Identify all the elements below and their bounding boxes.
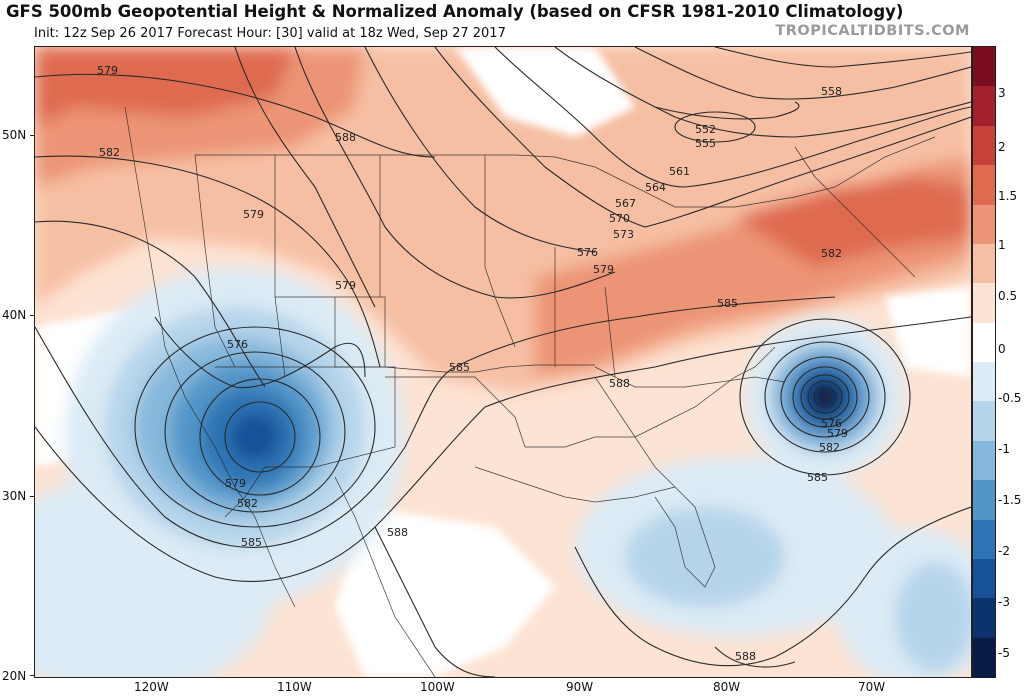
political-boundaries bbox=[124, 106, 936, 677]
contour-label: 579 bbox=[827, 427, 848, 440]
colorbar-segment bbox=[973, 401, 995, 442]
contour-label: 558 bbox=[821, 85, 842, 98]
contour-label: 582 bbox=[237, 497, 258, 510]
forecast-info: Init: 12z Sep 26 2017 Forecast Hour: [30… bbox=[34, 26, 506, 41]
colorbar-segment bbox=[973, 243, 995, 284]
contour-label: 567 bbox=[615, 197, 636, 210]
contour-label: 582 bbox=[819, 441, 840, 454]
lat-tick bbox=[30, 315, 34, 316]
map-title: GFS 500mb Geopotential Height & Normaliz… bbox=[6, 2, 904, 21]
contour-label: 579 bbox=[335, 279, 356, 292]
colorbar-segment bbox=[973, 637, 995, 678]
colorbar-label: 3 bbox=[998, 86, 1006, 100]
anomaly-map: 579 582 579 579 576 579 582 585 588 588 … bbox=[34, 46, 972, 678]
colorbar-segment bbox=[973, 47, 995, 87]
lat-tick bbox=[30, 496, 34, 497]
lat-label: 50N bbox=[2, 128, 27, 142]
colorbar-label: -5 bbox=[998, 646, 1010, 660]
colorbar-segment bbox=[973, 440, 995, 481]
contour-label: 555 bbox=[695, 137, 716, 150]
anomaly-colorbar bbox=[972, 46, 996, 678]
contour-label: 579 bbox=[225, 477, 246, 490]
contour-label: 570 bbox=[609, 212, 630, 225]
colorbar-label: 1 bbox=[998, 238, 1006, 252]
colorbar-label: 0 bbox=[998, 342, 1006, 356]
negative-anomaly-shading bbox=[35, 267, 971, 677]
colorbar-segment bbox=[973, 598, 995, 639]
lon-label: 70W bbox=[858, 680, 886, 694]
contour-label: 585 bbox=[807, 471, 828, 484]
site-brand: TROPICALTIDBITS.COM bbox=[775, 23, 970, 39]
map-canvas: 579 582 579 579 576 579 582 585 588 588 … bbox=[35, 47, 971, 677]
contour-label: 579 bbox=[593, 263, 614, 276]
colorbar-segment bbox=[973, 86, 995, 127]
lon-label: 80W bbox=[713, 680, 741, 694]
colorbar-segment bbox=[973, 480, 995, 520]
lat-label: 40N bbox=[2, 308, 27, 322]
colorbar-segment bbox=[973, 165, 995, 205]
colorbar-segment bbox=[973, 322, 995, 363]
contour-label: 585 bbox=[241, 536, 262, 549]
lat-tick bbox=[30, 675, 34, 676]
contour-label: 552 bbox=[695, 123, 716, 136]
height-contours bbox=[35, 47, 971, 677]
lon-label: 90W bbox=[566, 680, 594, 694]
contour-label: 582 bbox=[99, 146, 120, 159]
colorbar-segment bbox=[973, 362, 995, 402]
colorbar-segment bbox=[973, 125, 995, 166]
contour-labels: 579 582 579 579 576 579 582 585 588 588 … bbox=[97, 64, 848, 663]
contour-label: 588 bbox=[609, 377, 630, 390]
contour-label: 561 bbox=[669, 165, 690, 178]
colorbar-label: -2 bbox=[998, 544, 1010, 558]
contour-label: 576 bbox=[227, 338, 248, 351]
contour-label: 576 bbox=[577, 246, 598, 259]
colorbar-label: -0.5 bbox=[998, 391, 1022, 405]
colorbar-label: 1.5 bbox=[998, 189, 1018, 203]
colorbar-label: 0.5 bbox=[998, 289, 1018, 303]
contour-label: 564 bbox=[645, 181, 666, 194]
contour-label: 588 bbox=[735, 650, 756, 663]
colorbar-segment bbox=[973, 204, 995, 245]
contour-label: 588 bbox=[335, 131, 356, 144]
lat-label: 30N bbox=[2, 489, 27, 503]
colorbar-label: -1 bbox=[998, 442, 1010, 456]
contour-label: 585 bbox=[717, 297, 738, 310]
contour-label: 573 bbox=[613, 228, 634, 241]
colorbar-segment bbox=[973, 558, 995, 599]
lat-label: 20N bbox=[2, 669, 27, 683]
colorbar-segment bbox=[973, 283, 995, 324]
lon-label: 100W bbox=[420, 680, 455, 694]
contour-label: 588 bbox=[387, 526, 408, 539]
colorbar-segment bbox=[973, 519, 995, 560]
lon-label: 110W bbox=[277, 680, 312, 694]
contour-label: 576 bbox=[821, 417, 842, 430]
contour-label: 585 bbox=[449, 361, 470, 374]
contour-label: 579 bbox=[97, 64, 118, 77]
lat-tick bbox=[30, 135, 34, 136]
colorbar-label: 2 bbox=[998, 140, 1006, 154]
colorbar-label: -3 bbox=[998, 595, 1010, 609]
contour-label: 582 bbox=[821, 247, 842, 260]
colorbar-label: -1.5 bbox=[998, 493, 1022, 507]
lon-label: 120W bbox=[134, 680, 169, 694]
contour-label: 579 bbox=[243, 208, 264, 221]
